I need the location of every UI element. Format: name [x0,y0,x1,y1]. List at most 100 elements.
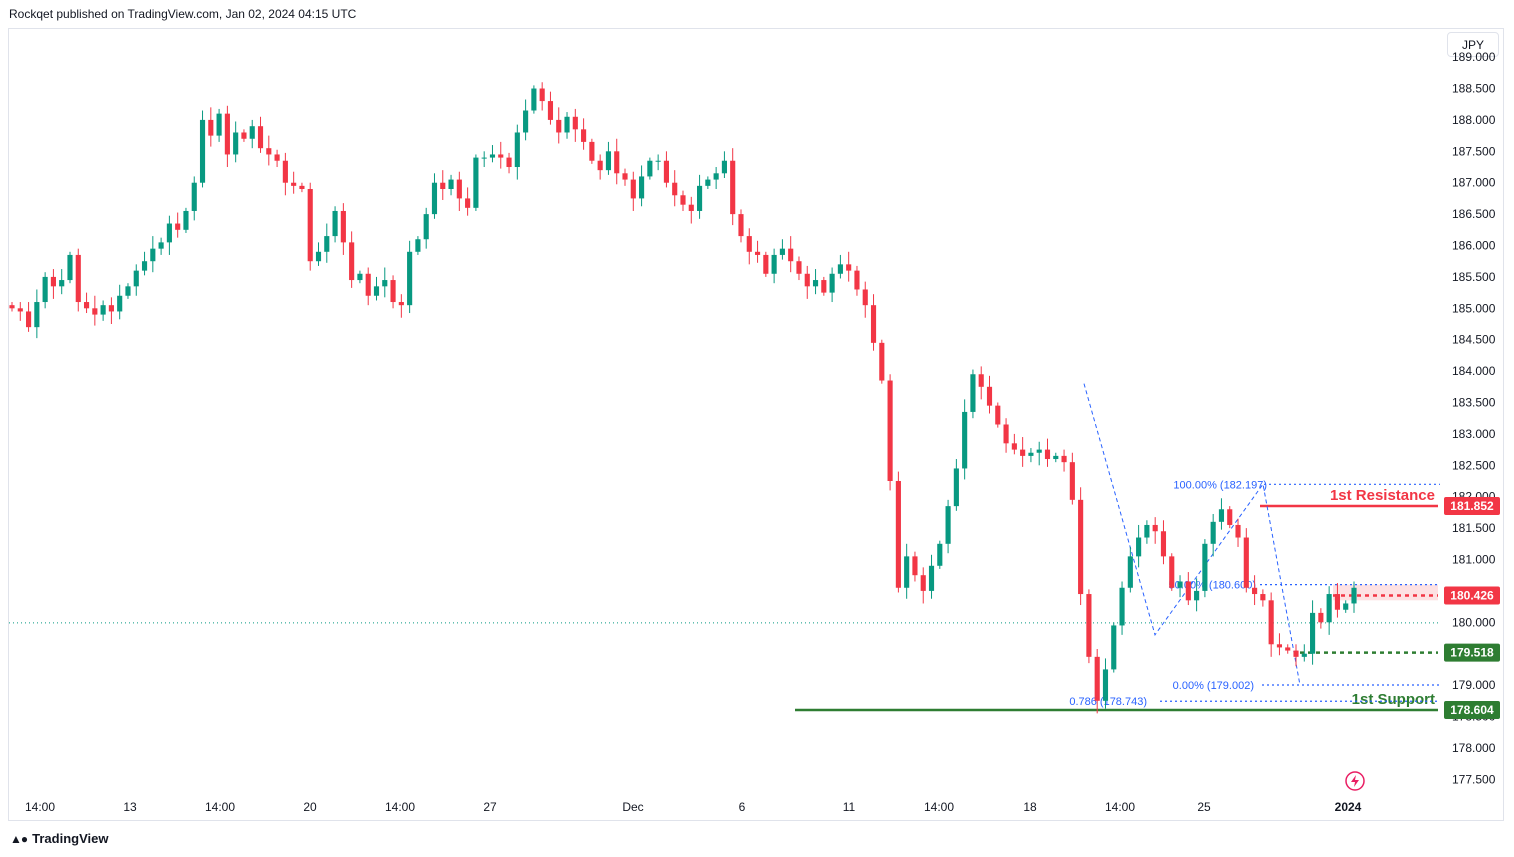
candle [887,374,893,491]
candle-body [1218,509,1225,522]
candle [763,251,769,277]
candle [150,236,156,273]
candle-body [59,280,65,287]
candle-body [754,251,761,255]
candle [506,152,512,174]
candle [1343,600,1349,613]
candle [1351,581,1357,613]
candle [962,399,968,480]
candle-body [17,308,23,312]
candle-body [266,148,272,155]
candle-body [158,242,164,249]
candle [83,292,90,314]
candle-body [1293,650,1299,657]
candle [738,209,744,243]
tradingview-brand[interactable]: ▲● TradingView [10,831,108,846]
candle-body [771,254,777,274]
candle-body [1111,625,1117,670]
candle [224,105,230,168]
candle [821,276,827,296]
candle-body [133,270,139,287]
candle [365,267,371,306]
candle [846,251,852,282]
y-tick-label: 183.000 [1452,427,1496,441]
candle [1011,433,1017,455]
candle [166,215,172,255]
candle [1177,575,1183,598]
candle [995,402,1001,428]
candle [456,171,462,211]
candle [829,267,835,303]
candle [59,269,65,295]
candle-body [34,302,40,328]
candle-body [663,160,670,183]
candle-body [1169,556,1175,588]
candle-body [539,88,545,102]
candle-body [614,151,620,174]
candle [25,302,32,332]
candle [1318,608,1324,629]
candle [1227,506,1233,529]
candle [1326,586,1332,635]
candle [1119,581,1125,635]
candle-body [1177,581,1183,588]
candle-body [1102,669,1109,701]
candle [1169,553,1175,591]
candle [837,254,843,279]
candle [1078,487,1084,606]
candle-body [547,101,554,120]
chart-frame[interactable] [8,28,1504,821]
candle [1235,518,1241,547]
candle-body [1343,603,1349,610]
candle [928,554,935,599]
candle [912,551,918,582]
candle-body [1127,556,1133,588]
candle-body [398,302,404,306]
y-tick-label: 186.500 [1452,207,1496,221]
x-tick-label: 6 [739,800,746,814]
lightning-icon[interactable] [1345,771,1365,791]
price-tag: 179.518 [1444,643,1500,662]
candle-body [415,239,421,252]
y-axis: 189.000 188.500 188.000 187.500 187.000 186.5… [1452,50,1496,786]
candle-body [622,173,628,180]
candle-body [746,236,752,252]
candle-body [589,141,595,161]
candle-body [506,157,512,168]
y-tick-label: 182.500 [1452,458,1496,472]
candle-body [928,565,935,591]
candle [199,110,206,188]
candle [721,151,727,179]
candle [523,99,529,141]
candle-body [141,261,148,271]
candle-body [291,182,297,186]
candle-body [456,179,462,199]
candle-body [556,119,562,133]
candle [1218,498,1225,530]
candle [622,168,628,186]
candle-body [83,302,90,309]
candle [870,294,877,351]
candle-body [473,157,479,208]
x-tick-label: 14:00 [1105,800,1135,814]
candle [1044,438,1051,467]
candle-body [216,113,222,136]
candle [1069,452,1075,505]
candle-body [1310,612,1316,654]
candle [1285,644,1291,654]
candle-body [274,154,280,161]
candle-body [812,280,819,287]
swing-trendline [1083,383,1301,686]
candle [1102,658,1109,709]
candle-body [1285,647,1291,651]
x-tick-label: 14:00 [385,800,415,814]
candle-body [1227,509,1233,525]
currency-button[interactable]: JPY [1447,32,1499,57]
candle [125,283,131,299]
candle-body [639,176,645,199]
candle-body [904,556,910,588]
candle-body [779,248,785,255]
candle [50,269,56,299]
candle-body [870,305,877,343]
